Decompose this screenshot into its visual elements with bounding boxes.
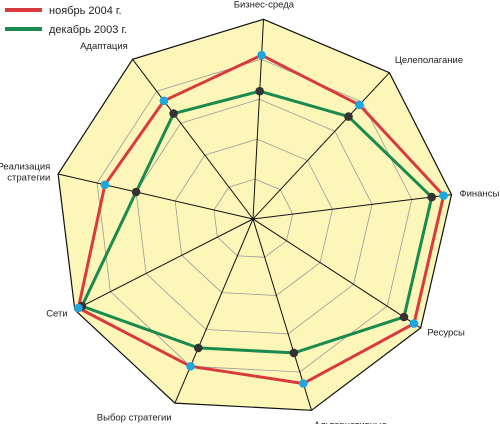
- axis-line: [132, 58, 254, 220]
- axis-line: [74, 218, 254, 311]
- axis-label: Финансы: [459, 189, 499, 200]
- axis-label: Ресурсы: [427, 327, 465, 338]
- series-point: [159, 96, 169, 106]
- axis-label: Альтернативныеварианты стратегии: [314, 420, 402, 424]
- series-point: [299, 379, 308, 388]
- series-point: [355, 100, 364, 110]
- axis-line: [252, 194, 452, 220]
- series-point: [399, 312, 409, 322]
- series-point: [255, 86, 264, 96]
- series-point: [439, 191, 448, 200]
- series-point: [100, 180, 110, 190]
- series-point: [131, 187, 141, 197]
- series-point: [427, 192, 437, 202]
- series-point: [169, 109, 178, 118]
- series-point: [194, 343, 203, 353]
- series-line: [80, 89, 434, 355]
- axis-label: Выбор стратегии: [97, 413, 172, 424]
- legend-label: декабрь 2003 г.: [49, 24, 127, 36]
- series-point: [409, 319, 419, 328]
- axis-label: Бизнес-среда: [234, 0, 295, 10]
- series-point: [289, 348, 299, 358]
- series-point: [186, 362, 195, 371]
- grid-ring: [174, 138, 333, 296]
- plot-area: [57, 18, 453, 411]
- grid-ring: [96, 58, 413, 373]
- legend: ноябрь 2004 г. декабрь 2003 г.: [5, 5, 127, 36]
- axis-label: Реализация стратегии: [0, 162, 50, 184]
- series-point: [257, 50, 266, 60]
- axis-line: [252, 218, 312, 411]
- grid-ring: [213, 178, 294, 258]
- grid-ring: [135, 98, 373, 335]
- axis-line: [57, 173, 254, 220]
- axis-line: [174, 218, 254, 404]
- axis-label: Сети: [46, 308, 68, 319]
- series-line: [76, 53, 446, 385]
- series-point: [344, 112, 353, 121]
- axis-label: Адаптация: [80, 41, 128, 52]
- axis-line: [252, 72, 390, 220]
- legend-label: ноябрь 2004 г.: [49, 5, 122, 17]
- series-point: [74, 303, 83, 313]
- axis-label: Целеполагание: [395, 55, 463, 66]
- axis-line: [252, 218, 421, 329]
